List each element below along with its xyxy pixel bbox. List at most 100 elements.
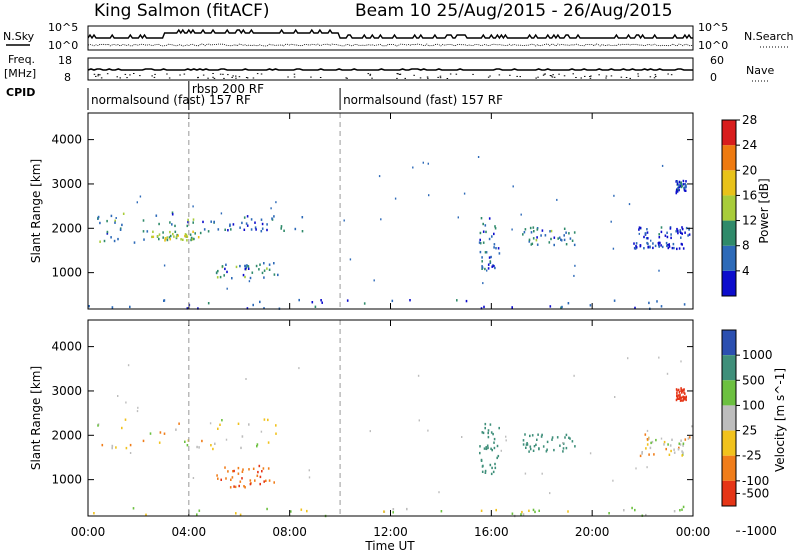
range-gate-mark [103,239,106,243]
range-gate-mark [512,185,514,188]
range-gate-mark [536,227,539,230]
range-gate-mark [275,424,277,427]
nave-mark [449,73,452,75]
range-gate-mark [675,190,678,193]
range-gate-mark [438,491,440,494]
range-gate-mark [685,180,687,183]
range-gate-mark [658,236,661,239]
range-gate-mark [680,399,683,402]
nave-mark [589,76,591,77]
nave-mark [369,74,371,76]
range-gate-mark [491,235,493,238]
range-gate-mark [106,230,109,234]
velocity-ylabel: Slant Range [km] [29,366,43,470]
range-gate-mark [680,389,682,392]
nave-mark [413,74,415,76]
range-gate-mark [311,301,314,304]
nave-mark [116,76,118,78]
range-gate-mark [240,446,242,450]
range-gate-mark [261,222,264,226]
range-gate-mark [608,512,610,515]
range-gate-mark [268,268,271,271]
range-gate-mark [258,268,260,271]
range-gate-mark [190,238,192,242]
range-gate-mark [267,441,270,444]
range-gate-mark [524,433,526,436]
range-gate-mark [192,230,194,233]
range-gate-mark [298,298,300,302]
range-gate-mark [241,435,244,438]
range-gate-mark [263,418,266,421]
range-gate-mark [260,218,263,221]
range-gate-mark [635,242,638,245]
nave-mark [238,76,241,78]
range-gate-mark [645,447,647,450]
nave-mark [345,77,347,79]
nave-mark [245,77,248,78]
nave-mark [670,74,673,76]
range-gate-mark [681,243,683,246]
range-gate-mark [497,454,500,458]
range-gate-mark [678,442,681,445]
range-gate-mark [273,262,275,265]
range-gate-mark [639,454,642,458]
nave-mark [489,75,491,77]
range-gate-mark [639,226,642,230]
range-gate-mark [482,222,484,226]
power-axes: 1000 2000 3000 4000 [51,113,694,309]
range-gate-mark [261,227,264,230]
range-gate-mark [263,307,265,310]
range-gate-mark [209,422,212,425]
range-gate-mark [121,223,123,227]
nave-mark [589,77,592,79]
range-gate-mark [489,260,492,263]
range-gate-mark [259,300,261,304]
range-gate-mark [427,162,429,165]
range-gate-mark [680,387,682,390]
range-gate-mark [486,269,488,272]
range-gate-mark [481,260,483,263]
range-gate-mark [101,443,104,447]
range-gate-mark [491,466,493,470]
nave-mark [605,77,607,79]
range-gate-mark [267,467,270,470]
range-gate-mark [232,223,235,226]
range-gate-mark [540,234,542,237]
power-colorbar-cell [722,270,736,296]
range-gate-mark [563,238,566,242]
range-gate-mark [663,440,666,444]
range-gate-mark [658,233,660,236]
range-gate-mark [246,215,249,218]
range-gate-mark [680,231,682,234]
nave-mark [487,76,490,78]
velocity-colorbar-tick-label: 25 [742,424,757,438]
range-gate-mark [254,479,256,482]
range-gate-mark [273,481,275,484]
range-gate-mark [589,452,592,455]
range-gate-mark [656,300,658,303]
range-gate-mark [246,307,249,310]
power-colorbar-tick-label: 20 [742,163,757,177]
range-gate-mark [542,445,545,448]
range-gate-mark [562,442,565,445]
range-gate-mark [268,479,271,482]
range-gate-mark [268,263,271,266]
range-gate-mark [683,186,685,190]
nave-mark [183,73,186,75]
range-gate-mark [688,233,691,236]
nave-mark [124,73,127,75]
nave-mark [371,77,373,79]
range-gate-mark [406,507,408,511]
range-gate-mark [106,219,108,223]
range-gate-mark [266,223,268,226]
range-gate-mark [133,241,136,244]
range-gate-mark [484,224,487,227]
nave-mark [519,76,521,78]
range-gate-mark [171,223,173,226]
range-gate-mark [641,452,643,455]
nave-mark [346,77,348,79]
range-gate-mark [187,220,189,224]
range-gate-mark [670,233,672,236]
range-gate-mark [479,242,482,245]
range-gate-mark [536,236,538,239]
